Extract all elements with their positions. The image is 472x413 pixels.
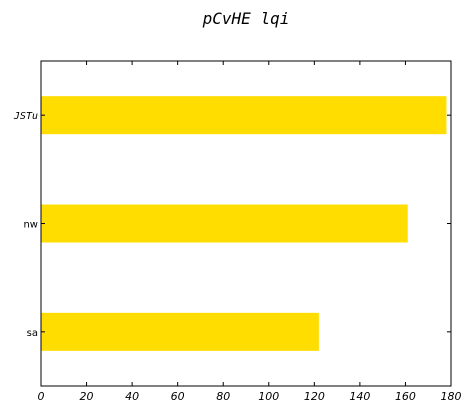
x-tick-label: 0 bbox=[38, 390, 45, 403]
x-tick-label: 160 bbox=[395, 390, 416, 403]
bar-sa bbox=[41, 312, 319, 351]
x-tick-label: 100 bbox=[258, 390, 279, 403]
y-tick-label: nw bbox=[23, 220, 38, 231]
x-tick-label: 120 bbox=[304, 390, 325, 403]
x-tick-label: 180 bbox=[441, 390, 462, 403]
x-tick-label: 40 bbox=[125, 390, 139, 403]
x-tick-label: 80 bbox=[216, 390, 230, 403]
bar-nw bbox=[41, 204, 408, 243]
x-tick-label: 20 bbox=[80, 390, 94, 403]
bars-layer bbox=[41, 96, 447, 351]
y-tick-label: JSTu bbox=[13, 111, 38, 122]
ticks-layer bbox=[40, 61, 452, 386]
bar-jstu bbox=[41, 96, 447, 135]
x-tick-label: 140 bbox=[349, 390, 370, 403]
y-tick-label: sa bbox=[27, 328, 38, 339]
labels-layer: JSTu nw sa 0 20 40 60 80 100 120 140 160 180 bbox=[13, 111, 462, 403]
x-tick-label: 60 bbox=[171, 390, 185, 403]
chart-title: pCvHE lqi bbox=[202, 9, 290, 28]
